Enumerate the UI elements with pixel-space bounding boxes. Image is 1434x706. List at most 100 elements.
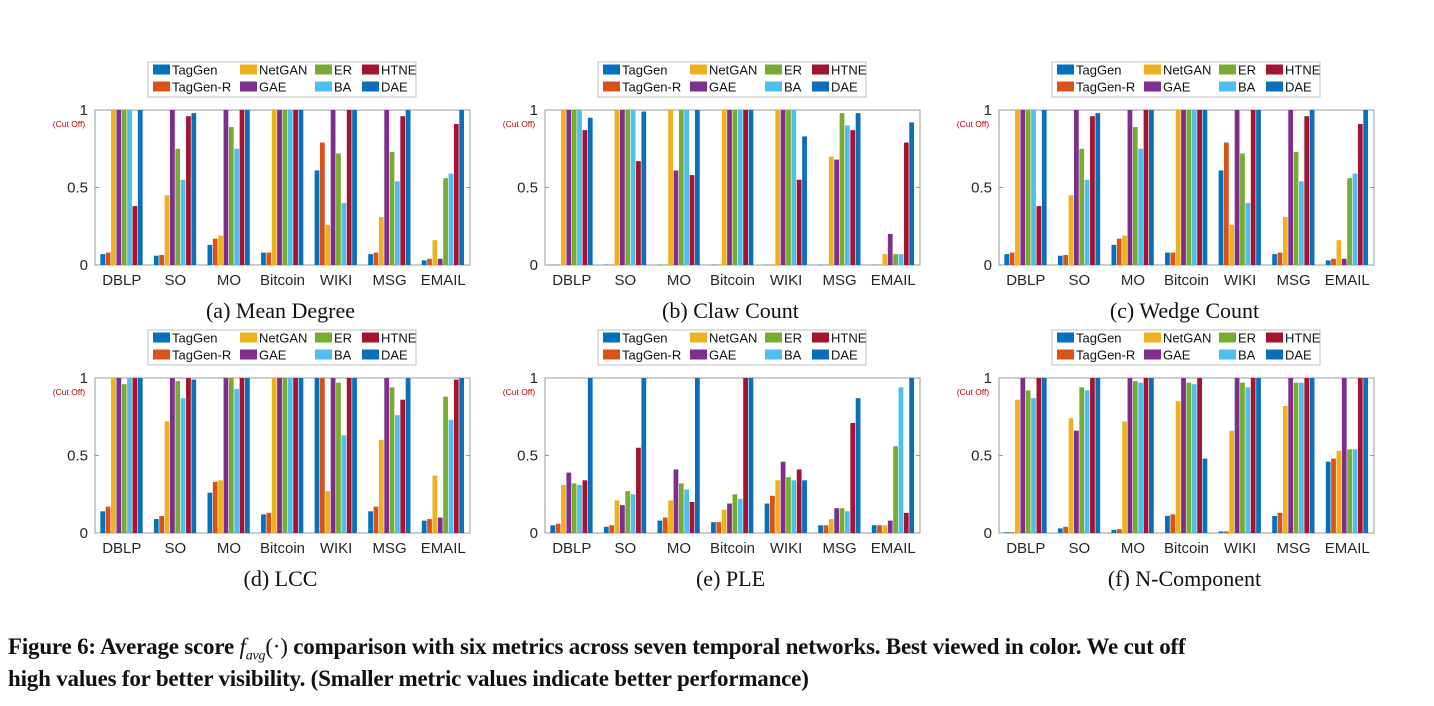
bar-dae-so	[191, 379, 197, 533]
bar-ba-bitcoin	[737, 498, 743, 533]
bar-htne-dblp	[582, 130, 588, 265]
x-tick-label: WIKI	[1224, 272, 1257, 289]
bar-netgan-dblp	[1015, 110, 1020, 265]
bar-htne-wiki	[796, 179, 802, 265]
x-tick-label: EMAIL	[421, 272, 466, 289]
bar-dae-mo	[1149, 110, 1154, 265]
legend-label-htne: HTNE	[831, 331, 867, 346]
bar-ba-bitcoin	[1191, 110, 1197, 265]
bar-ba-email	[448, 419, 454, 533]
bar-gae-mo	[673, 469, 679, 533]
bar-er-wiki	[336, 382, 341, 533]
bar-dae-mo	[245, 110, 250, 265]
bar-ba-dblp	[577, 110, 582, 265]
legend-label-dae: DAE	[1285, 80, 1312, 95]
bar-gae-email	[1341, 258, 1347, 265]
bar-taggen-bitcoin	[1165, 252, 1170, 265]
legend-label-gae: GAE	[709, 348, 737, 363]
x-tick-label: DBLP	[552, 272, 591, 289]
bar-htne-wiki	[346, 378, 352, 533]
bar-taggen-r-mo	[1116, 529, 1122, 534]
y-tick-label: 0.5	[517, 180, 538, 197]
bar-ba-msg	[395, 181, 400, 265]
x-tick-label: WIKI	[770, 272, 803, 289]
y-tick-label: 0.5	[517, 448, 538, 465]
bar-ba-msg	[845, 125, 850, 265]
bar-gae-wiki	[1234, 378, 1240, 533]
legend-label-er: ER	[1238, 331, 1256, 346]
bar-taggen-r-bitcoin	[266, 252, 272, 265]
bar-netgan-dblp	[111, 110, 116, 265]
cut-off-label: (Cut Off)	[53, 387, 86, 397]
bar-htne-email	[453, 379, 459, 533]
bar-htne-email	[1357, 123, 1363, 265]
bar-dae-bitcoin	[1202, 110, 1208, 265]
legend-label-htne: HTNE	[1285, 63, 1321, 78]
legend-label-er: ER	[784, 63, 802, 78]
legend-label-ba: BA	[334, 348, 352, 363]
y-tick-label: 0	[530, 257, 538, 274]
bar-taggen-r-msg	[1277, 512, 1283, 533]
bar-netgan-bitcoin	[1175, 110, 1181, 265]
bar-er-so	[625, 110, 631, 265]
bar-dae-bitcoin	[748, 378, 754, 533]
bar-gae-so	[620, 110, 625, 265]
bar-gae-dblp	[566, 472, 572, 533]
bar-ba-dblp	[127, 378, 132, 533]
legend-swatch-dae	[1266, 349, 1283, 360]
bar-dae-dblp	[587, 378, 593, 533]
caption-suffix: comparison with six metrics across seven…	[287, 634, 1186, 659]
chart-panel-1: 0 0.5 1(Cut Off) DBLP SO MO Bitcoin WIKI MSG EMAI…	[53, 61, 471, 323]
bar-dae-msg	[405, 378, 411, 533]
bar-dae-wiki	[352, 378, 357, 533]
bar-er-bitcoin	[1186, 382, 1192, 533]
bar-er-msg	[389, 387, 395, 533]
x-tick-label: MSG	[373, 540, 407, 557]
bar-htne-mo	[1143, 378, 1149, 533]
legend-label-ba: BA	[784, 348, 802, 363]
bar-er-bitcoin	[732, 494, 738, 533]
bar-htne-msg	[400, 116, 406, 265]
legend-swatch-taggen-r	[153, 349, 170, 360]
x-tick-label: Bitcoin	[1164, 272, 1209, 289]
legend-label-er: ER	[1238, 63, 1256, 78]
bar-dae-bitcoin	[298, 378, 304, 533]
bar-ba-msg	[1299, 382, 1304, 533]
bar-netgan-mo	[1122, 235, 1127, 265]
x-tick-label: SO	[165, 540, 187, 557]
bar-dae-msg	[855, 398, 861, 533]
bar-gae-wiki	[330, 378, 336, 533]
bar-taggen-msg	[368, 511, 373, 533]
legend-swatch-gae	[690, 81, 707, 92]
legend-swatch-taggen	[603, 64, 620, 75]
bar-netgan-wiki	[325, 224, 331, 265]
bar-gae-email	[437, 517, 443, 533]
x-tick-label: EMAIL	[871, 272, 916, 289]
bar-netgan-msg	[378, 440, 384, 533]
x-tick-label: WIKI	[770, 540, 803, 557]
bar-ba-dblp	[127, 110, 132, 265]
bar-dae-email	[1363, 378, 1369, 533]
bar-ba-bitcoin	[287, 110, 293, 265]
bar-netgan-msg	[828, 519, 834, 533]
legend-label-htne: HTNE	[831, 63, 867, 78]
bar-taggen-wiki	[764, 503, 770, 533]
bar-taggen-mo	[657, 520, 663, 533]
y-tick-label: 0.5	[67, 180, 88, 197]
bar-netgan-mo	[1122, 421, 1127, 533]
bar-taggen-r-wiki	[770, 495, 775, 533]
legend-label-taggen-r: TagGen-R	[172, 348, 231, 363]
bar-dae-wiki	[802, 480, 807, 533]
bar-htne-msg	[850, 422, 856, 533]
legend-label-taggen: TagGen	[172, 331, 218, 346]
legend-label-er: ER	[334, 331, 352, 346]
bar-er-email	[443, 178, 448, 265]
bar-taggen-msg	[818, 525, 823, 533]
bar-htne-wiki	[346, 110, 352, 265]
x-tick-label: Bitcoin	[1164, 540, 1209, 557]
bar-netgan-msg	[1282, 216, 1288, 265]
bar-netgan-email	[882, 525, 888, 533]
x-tick-label: DBLP	[102, 540, 141, 557]
legend-label-gae: GAE	[259, 348, 287, 363]
bar-taggen-r-msg	[373, 506, 379, 533]
